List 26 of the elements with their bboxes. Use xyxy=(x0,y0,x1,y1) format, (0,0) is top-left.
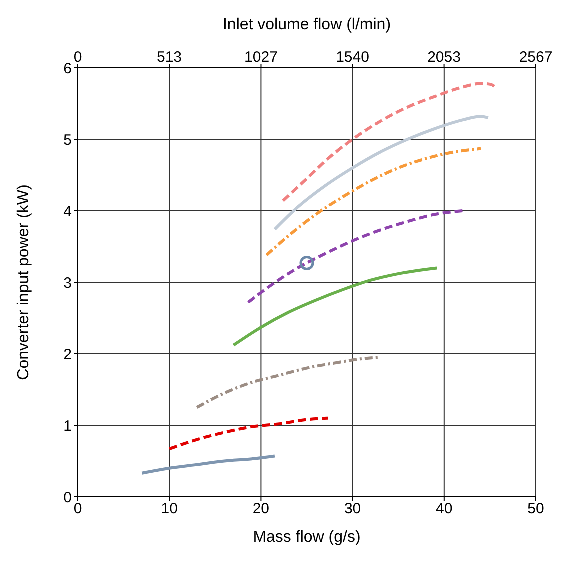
x2-tick-label: 1540 xyxy=(336,49,370,66)
x2-tick-label: 513 xyxy=(157,49,182,66)
x2-tick-label: 2567 xyxy=(519,49,553,66)
line-series xyxy=(246,210,464,304)
y-tick-label: 0 xyxy=(64,489,72,506)
line-series xyxy=(265,147,483,257)
x-tick-label: 10 xyxy=(161,500,178,518)
line-series xyxy=(140,454,276,475)
y-tick-label: 3 xyxy=(64,274,72,292)
x-tick-label: 50 xyxy=(528,500,544,518)
x-tick-label: 30 xyxy=(344,500,362,518)
x-axis-title: Mass flow (g/s) xyxy=(253,529,361,546)
x2-axis-title: Inlet volume flow (l/min) xyxy=(222,16,392,34)
line-series xyxy=(273,115,490,232)
line-series xyxy=(168,416,330,451)
x2-tick-label: 1027 xyxy=(244,49,278,66)
y-tick-label: 5 xyxy=(64,132,72,149)
y-tick-label: 4 xyxy=(64,203,72,220)
x-tick-label: 20 xyxy=(252,500,270,518)
y-tick-label: 1 xyxy=(64,418,72,435)
line-series xyxy=(232,266,439,347)
y-tick-label: 6 xyxy=(64,60,72,78)
y-tick-label: 2 xyxy=(64,346,72,364)
x-tick-label: 40 xyxy=(436,500,453,518)
x2-tick-label: 2053 xyxy=(428,49,461,66)
y-axis-title: Converter input power (kW) xyxy=(16,184,33,380)
